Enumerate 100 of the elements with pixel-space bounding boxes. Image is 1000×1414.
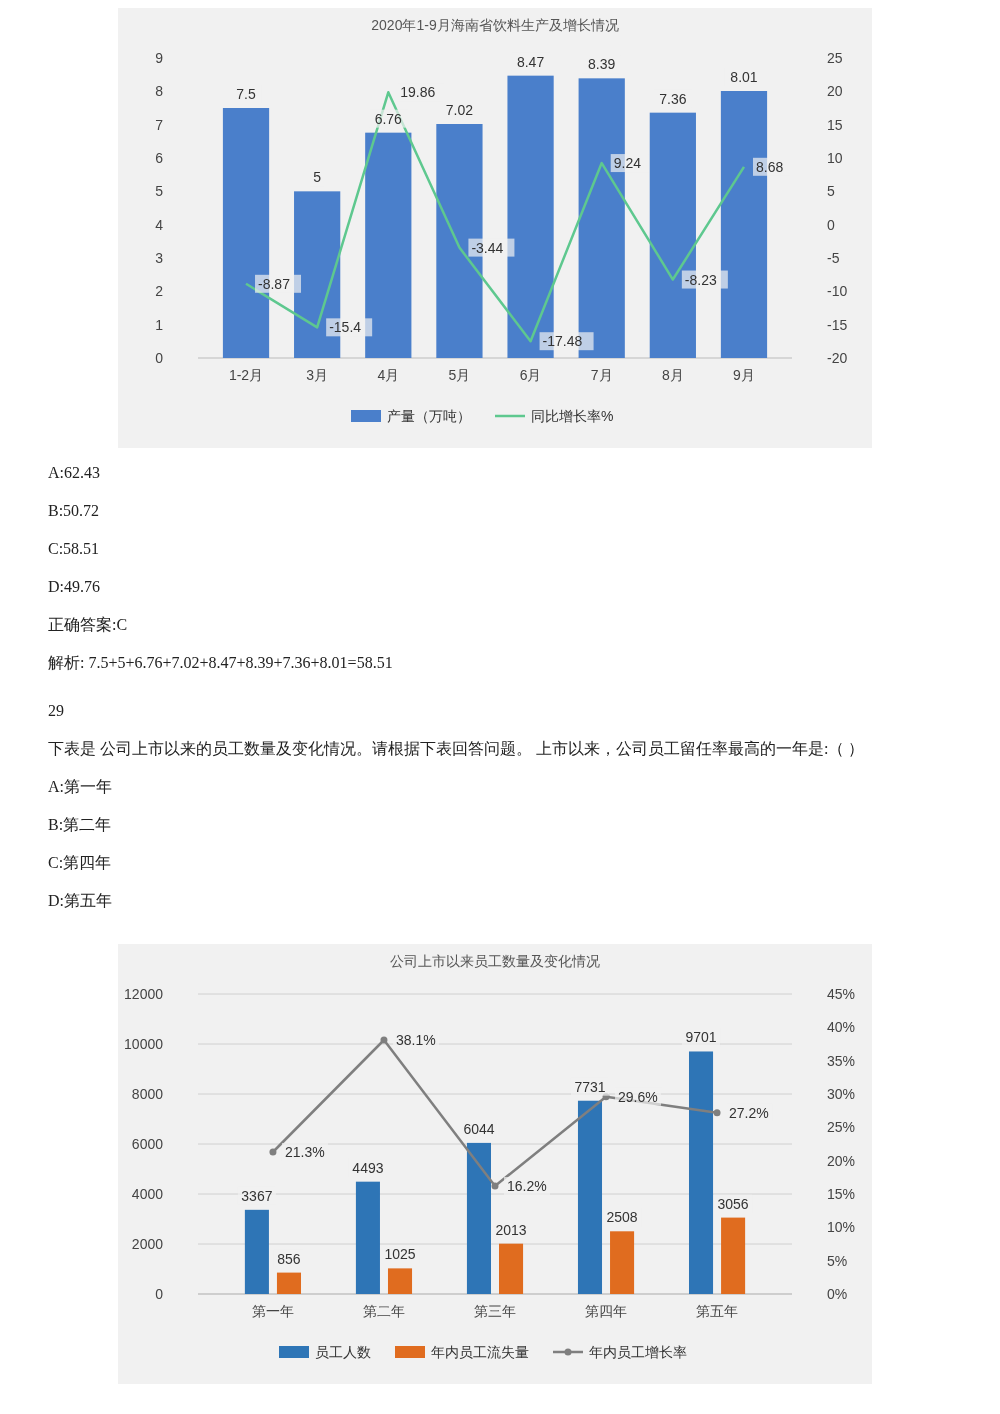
x-tick-label: 7月: [590, 367, 613, 383]
data-label: 2508: [606, 1209, 638, 1226]
y2-tick-label: 10: [827, 150, 843, 166]
bar: [355, 1181, 380, 1294]
y2-tick-label: 30%: [827, 1086, 856, 1102]
y2-tick-label: -5: [827, 250, 840, 266]
data-label: -8.23: [684, 271, 717, 288]
bar: [365, 132, 412, 358]
y2-tick-label: 35%: [827, 1052, 856, 1069]
data-label: 8.68: [755, 158, 784, 175]
data-label: 9.24: [613, 155, 642, 172]
x-tick-label: 第一年: [251, 1303, 294, 1319]
x-tick-label: 第二年: [362, 1303, 405, 1319]
x-tick-label: 第四年: [585, 1303, 628, 1319]
text: D:49.76: [48, 578, 100, 595]
data-label: 7.02: [445, 102, 474, 118]
chart-title: 公司上市以来员工数量及变化情况: [390, 953, 600, 969]
x-tick-label: 1-2月: [228, 367, 264, 383]
y2-tick-label: -15: [827, 316, 848, 333]
y-tick-label: 8: [155, 83, 164, 100]
y2-tick-label: 5: [827, 183, 835, 200]
bar: [577, 1100, 603, 1294]
bar: [688, 1051, 714, 1294]
y-tick-label: 12000: [124, 986, 164, 1002]
y2-tick-label: 20%: [827, 1152, 856, 1169]
y2-tick-label: 25%: [827, 1119, 856, 1136]
y-tick-label: 9: [155, 50, 164, 66]
text: C:58.51: [48, 540, 100, 557]
y2-tick-label: -10: [827, 283, 848, 300]
y-tick-label: 4: [155, 216, 164, 233]
bar: [244, 1209, 269, 1294]
y-tick-label: 0: [155, 350, 164, 366]
text: A:62.43: [48, 464, 100, 481]
x-tick-label: 9月: [733, 367, 755, 383]
x-tick-label: 4月: [377, 367, 400, 383]
data-label: -3.44: [471, 239, 504, 256]
legend-label: 同比增长率%: [531, 408, 614, 424]
text: D:第五年: [48, 892, 112, 909]
data-label: -15.4: [329, 319, 362, 336]
legend-label: 年内员工增长率: [589, 1344, 687, 1360]
data-label: 1025: [384, 1246, 416, 1263]
y2-tick-label: 15%: [827, 1186, 856, 1202]
data-label: 19.86: [400, 84, 436, 101]
text: 正确答案:C: [48, 616, 128, 633]
y2-tick-label: 15: [827, 116, 843, 133]
y2-tick-label: -20: [827, 350, 848, 366]
bar: [610, 1231, 635, 1294]
data-label: 16.2%: [507, 1178, 547, 1194]
legend-label: 年内员工流失量: [431, 1344, 529, 1360]
y2-tick-label: 5%: [827, 1252, 848, 1269]
x-tick-label: 第五年: [696, 1303, 739, 1319]
y2-tick-label: 45%: [827, 986, 856, 1002]
y-tick-label: 3: [155, 250, 164, 266]
y-tick-label: 0: [155, 1286, 164, 1302]
point: [713, 1109, 721, 1117]
bar: [499, 1243, 524, 1294]
data-label: 8.47: [516, 53, 545, 70]
point: [269, 1148, 277, 1156]
point: [491, 1182, 499, 1190]
x-tick-label: 3月: [306, 367, 329, 383]
y-tick-label: 6000: [131, 1136, 164, 1152]
data-label: 6044: [463, 1120, 495, 1137]
y-tick-label: 2: [155, 283, 164, 300]
y-tick-label: 6: [155, 150, 164, 166]
data-label: 8.01: [730, 69, 758, 85]
data-label: 856: [277, 1250, 301, 1267]
data-label: 4493: [352, 1159, 384, 1176]
text: 下表是 公司上市以来的员工数量及变化情况。请根据下表回答问题。 上市以来，公司员工留任率最高的一年是:（ ）: [48, 740, 865, 757]
legend-label: 产量（万吨）: [387, 408, 471, 424]
data-label: -8.87: [258, 275, 291, 292]
data-label: 29.6%: [618, 1088, 658, 1105]
data-label: 38.1%: [395, 1032, 436, 1048]
data-label: 3056: [717, 1195, 749, 1212]
y-tick-label: 2000: [131, 1236, 164, 1252]
y-tick-label: 4000: [131, 1186, 164, 1202]
data-label: 7731: [574, 1078, 606, 1095]
chart-title: 2020年1-9月海南省饮料生产及增长情况: [371, 17, 619, 33]
text: 29: [48, 702, 64, 719]
text: 解析: 7.5+5+6.76+7.02+8.47+8.39+7.36+8.01=58.51: [48, 654, 393, 671]
data-label: -17.48: [542, 333, 583, 350]
y-tick-label: 5: [155, 183, 164, 200]
y-tick-label: 7: [155, 116, 164, 133]
text: B:50.72: [48, 502, 100, 519]
text: C:第四年: [48, 854, 112, 871]
data-label: 7.36: [659, 90, 687, 107]
text: B:第二年: [48, 816, 112, 833]
data-label: 8.39: [588, 56, 616, 73]
y-tick-label: 8000: [131, 1086, 164, 1102]
data-label: 7.5: [236, 86, 256, 102]
x-tick-label: 8月: [661, 367, 684, 383]
y2-tick-label: 0: [827, 216, 835, 233]
point: [380, 1036, 388, 1044]
y-tick-label: 10000: [124, 1036, 164, 1052]
y-tick-label: 1: [155, 316, 164, 333]
data-label: 3367: [241, 1187, 273, 1204]
data-label: 5: [313, 169, 322, 186]
bar: [466, 1142, 491, 1294]
y2-tick-label: 40%: [827, 1019, 856, 1036]
x-tick-label: 第三年: [474, 1303, 516, 1319]
y2-tick-label: 20: [827, 83, 843, 100]
